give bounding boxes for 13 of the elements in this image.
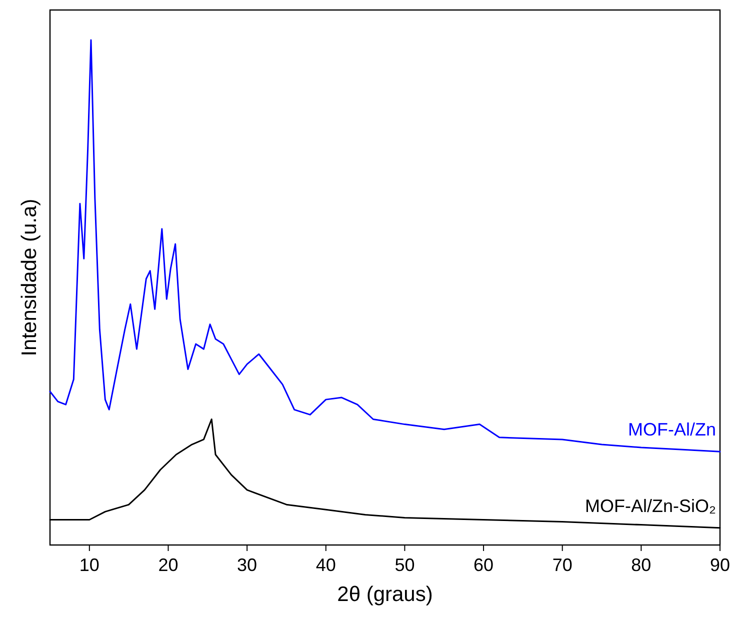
y-axis-title: Intensidade (u.a) [18, 198, 41, 356]
x-tick-label: 10 [79, 555, 100, 575]
x-tick-label: 70 [552, 555, 572, 575]
x-tick-label: 20 [158, 555, 178, 575]
x-tick-label: 80 [631, 555, 652, 575]
series-label: MOF-Al/Zn [628, 420, 716, 440]
x-tick-label: 30 [237, 555, 258, 575]
x-tick-label: 90 [710, 555, 730, 575]
x-tick-label: 40 [316, 555, 336, 575]
series-label: MOF-Al/Zn-SiO₂ [585, 496, 716, 516]
x-axis-title: 2θ (graus) [337, 583, 433, 606]
x-tick-label: 50 [394, 555, 415, 575]
x-tick-label: 60 [474, 555, 494, 575]
